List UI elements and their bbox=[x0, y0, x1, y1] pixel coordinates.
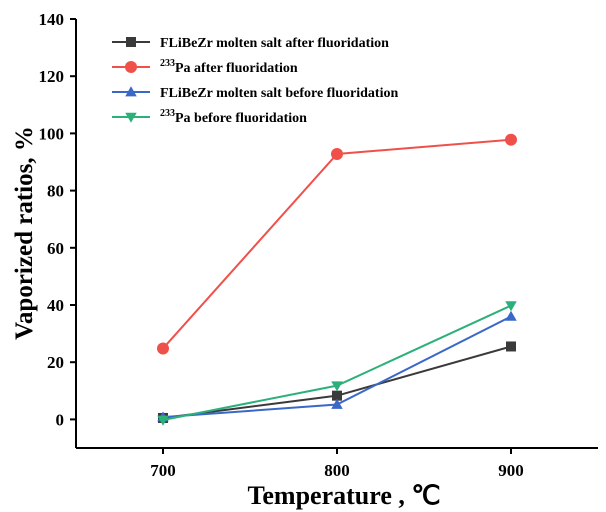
data-point bbox=[505, 133, 517, 146]
data-point bbox=[331, 147, 343, 160]
y-tick-label: 140 bbox=[39, 10, 65, 29]
y-tick-label: 60 bbox=[47, 239, 64, 258]
x-axis-title: Temperature , ℃ bbox=[247, 481, 440, 510]
data-point bbox=[332, 390, 342, 401]
legend-item-3: FLiBeZr molten salt before fluoridation bbox=[112, 86, 398, 101]
legend-label: FLiBeZr molten salt before fluoridation bbox=[160, 86, 398, 101]
y-axis-title: Vaporized ratios, % bbox=[11, 126, 38, 340]
legend-marker bbox=[125, 61, 137, 73]
series-line bbox=[162, 138, 512, 350]
legend-label: 233Pa before fluoridation bbox=[160, 108, 307, 126]
legend: FLiBeZr molten salt after fluoridation 23… bbox=[112, 36, 398, 126]
x-tick-label: 700 bbox=[150, 461, 176, 480]
y-tick-label: 20 bbox=[47, 353, 64, 372]
legend-item-2: 233Pa after fluoridation bbox=[112, 58, 298, 76]
x-tick-label: 800 bbox=[324, 461, 350, 480]
data-point bbox=[331, 381, 343, 392]
x-tick-label: 900 bbox=[498, 461, 524, 480]
y-tick-label: 0 bbox=[56, 410, 65, 429]
y-tick-label: 80 bbox=[47, 182, 64, 201]
y-tick-label: 40 bbox=[47, 296, 64, 315]
data-point bbox=[157, 342, 169, 355]
legend-label: 233Pa after fluoridation bbox=[160, 58, 298, 76]
legend-marker bbox=[125, 86, 137, 97]
legend-item-1: FLiBeZr molten salt after fluoridation bbox=[112, 36, 389, 51]
data-point bbox=[506, 341, 516, 352]
series-2 bbox=[157, 133, 517, 355]
legend-marker bbox=[125, 112, 137, 123]
data-point bbox=[331, 398, 343, 409]
data-point bbox=[157, 415, 169, 426]
y-tick-label: 120 bbox=[39, 67, 65, 86]
legend-marker bbox=[126, 37, 136, 47]
y-tick-label: 100 bbox=[39, 124, 65, 143]
ticks: 0 20 40 60 80 100 120 140 700 800 900 bbox=[39, 10, 524, 480]
series-layer bbox=[157, 133, 517, 426]
data-point bbox=[505, 301, 517, 312]
legend-item-4: 233Pa before fluoridation bbox=[112, 108, 307, 126]
data-point bbox=[505, 310, 517, 321]
legend-label: FLiBeZr molten salt after fluoridation bbox=[160, 36, 389, 51]
series-4 bbox=[157, 301, 517, 426]
